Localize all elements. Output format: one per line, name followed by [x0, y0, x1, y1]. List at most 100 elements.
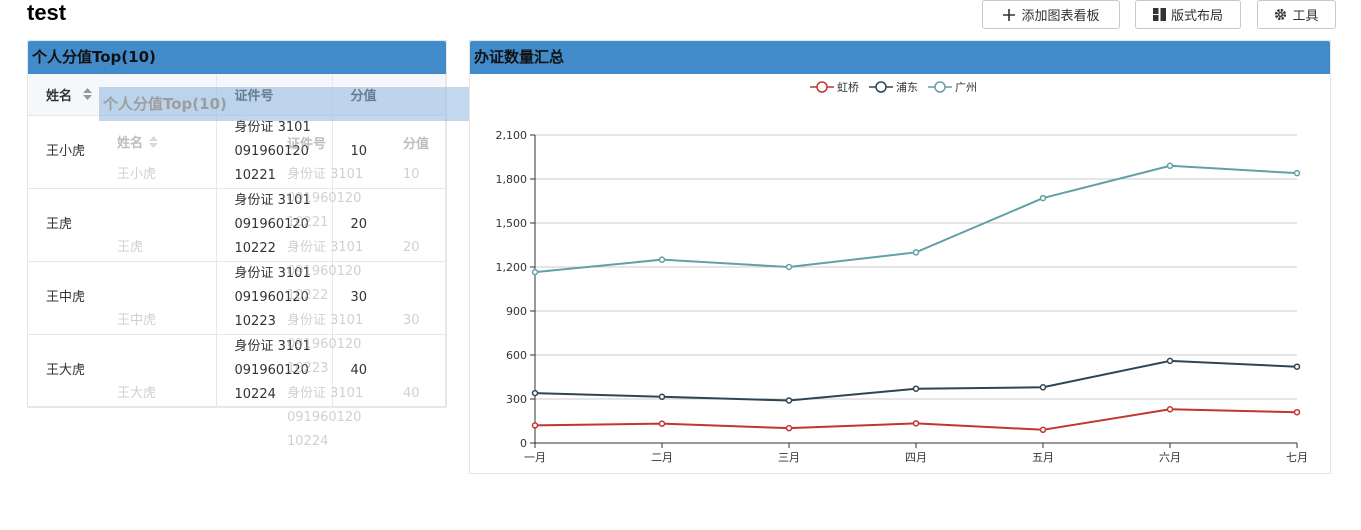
x-tick-label: 三月 [778, 451, 800, 464]
cell-name: 王大虎 [28, 334, 217, 408]
data-point [912, 420, 920, 427]
data-point [1166, 406, 1174, 413]
x-tick-label: 六月 [1159, 451, 1181, 464]
cell-id: 身份证 3101 091960120 10221 [216, 115, 333, 189]
series-line [534, 359, 1298, 402]
page-title: test [27, 0, 67, 25]
data-point [531, 422, 539, 429]
x-tick-label: 一月 [524, 451, 546, 464]
data-point [1166, 357, 1174, 365]
cell-id-line: 10222 [234, 240, 276, 256]
legend-swatch [869, 81, 893, 93]
cell-id-line: 091960120 [234, 362, 309, 378]
data-point [1039, 194, 1047, 202]
cell-id-line: 身份证 3101 [234, 265, 311, 281]
legend-label: 浦东 [896, 81, 918, 94]
layout-button[interactable]: 版式布局 [1135, 0, 1241, 29]
add-board-label: 添加图表看板 [1021, 9, 1100, 24]
cell-id-line: 10223 [234, 313, 276, 329]
cell-id-line: 10221 [234, 167, 276, 183]
top10-table: 姓名 证件号 分值 王小虎 身份证 3101 091960120 10221 10 … [28, 74, 446, 408]
x-tick-label: 四月 [905, 451, 927, 464]
gear-icon [1274, 8, 1287, 21]
y-tick-label: 600 [506, 349, 527, 362]
data-point [1293, 363, 1301, 370]
data-point [1293, 408, 1301, 416]
chart-legend: 虹桥 浦东 广州 [810, 79, 987, 95]
legend-swatch [810, 81, 834, 93]
data-point [658, 393, 666, 401]
table-panel-title: 个人分值Top(10) [28, 41, 446, 74]
plus-icon [1002, 8, 1016, 22]
add-board-button[interactable]: 添加图表看板 [982, 0, 1120, 29]
data-point [658, 256, 666, 263]
chart-panel-title: 办证数量汇总 [470, 41, 1330, 74]
layout-icon [1152, 8, 1166, 21]
series-line [534, 408, 1298, 431]
top10-table-panel: 个人分值Top(10) 姓名 证件号 分值 王小虎 身份证 3101 091960… [27, 40, 447, 408]
x-tick-label: 二月 [651, 451, 673, 464]
column-header-name-label: 姓名 [46, 88, 73, 104]
sort-icon[interactable] [82, 88, 92, 104]
legend-item[interactable]: 广州 [928, 79, 977, 95]
cell-id: 身份证 3101 091960120 10222 [216, 188, 333, 262]
data-point [1293, 169, 1301, 177]
y-tick-label: 1,800 [496, 173, 528, 186]
data-point [1039, 426, 1047, 434]
cell-id-line: 身份证 3101 [234, 192, 311, 208]
cell-id-line: 091960120 [234, 143, 309, 159]
y-tick-label: 1,500 [496, 217, 528, 230]
cell-id: 身份证 3101 091960120 10223 [216, 261, 333, 335]
data-point [531, 389, 539, 397]
table-row[interactable]: 王虎 身份证 3101 091960120 10222 20 [28, 188, 446, 262]
y-tick-label: 2,100 [496, 129, 528, 142]
data-point [912, 249, 920, 256]
legend-label: 广州 [955, 81, 977, 94]
ghost-cell-id-line: 091960120 [287, 410, 362, 425]
data-point [912, 385, 920, 392]
data-point [658, 420, 666, 427]
data-point [531, 268, 539, 276]
data-point [1039, 384, 1047, 391]
cell-id-line: 091960120 [234, 216, 309, 232]
cell-score: 40 [332, 334, 446, 408]
chart-panel: 办证数量汇总 虹桥 浦东 广州 0 300 600 900 1,200 1,500 1,80… [469, 40, 1331, 474]
data-point [785, 397, 793, 404]
legend-label: 虹桥 [837, 81, 859, 94]
cell-id-line: 身份证 3101 [234, 119, 311, 135]
column-header-name[interactable]: 姓名 [28, 74, 217, 116]
legend-item[interactable]: 浦东 [869, 79, 918, 95]
tools-label: 工具 [1292, 9, 1319, 24]
data-point [785, 424, 793, 432]
cell-id-line: 身份证 3101 [234, 338, 311, 354]
cell-score: 20 [332, 188, 446, 262]
y-tick-label: 900 [506, 305, 527, 318]
legend-item[interactable]: 虹桥 [810, 79, 859, 95]
cell-score: 30 [332, 261, 446, 335]
cell-name: 王小虎 [28, 115, 217, 189]
legend-swatch [928, 81, 952, 93]
cell-score: 10 [332, 115, 446, 189]
cell-id: 身份证 3101 091960120 10224 [216, 334, 333, 408]
table-row[interactable]: 王大虎 身份证 3101 091960120 10224 40 [28, 334, 446, 408]
y-tick-label: 300 [506, 393, 527, 406]
cell-name: 王虎 [28, 188, 217, 262]
ghost-cell-id-line: 10224 [287, 434, 329, 449]
tools-button[interactable]: 工具 [1257, 0, 1336, 29]
data-point [785, 263, 793, 271]
y-tick-label: 0 [520, 437, 527, 450]
table-row[interactable]: 王中虎 身份证 3101 091960120 10223 30 [28, 261, 446, 335]
x-tick-label: 七月 [1286, 451, 1308, 464]
series-line [534, 164, 1298, 274]
table-row[interactable]: 王小虎 身份证 3101 091960120 10221 10 [28, 115, 446, 189]
cell-id-line: 10224 [234, 386, 276, 402]
y-tick-label: 1,200 [496, 261, 528, 274]
x-tick-label: 五月 [1032, 451, 1054, 464]
data-point [1166, 162, 1174, 170]
cell-name: 王中虎 [28, 261, 217, 335]
layout-label: 版式布局 [1170, 9, 1223, 24]
column-header-score: 分值 [332, 74, 446, 116]
line-chart: 0 300 600 900 1,200 1,500 1,800 2,100 一月 二月 三月 四月 五月… [496, 129, 1309, 464]
cell-id-line: 091960120 [234, 289, 309, 305]
column-header-id: 证件号 [216, 74, 333, 116]
